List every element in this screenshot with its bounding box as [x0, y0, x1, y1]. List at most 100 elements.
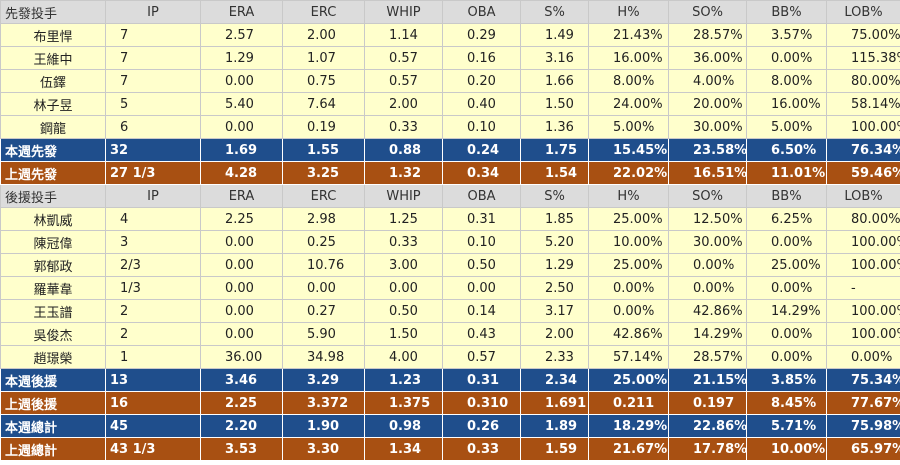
cell-ip: 13 [105, 368, 201, 392]
cell-h-pct: 25.00% [588, 207, 669, 231]
cell-erc: 3.25 [282, 161, 365, 185]
cell-era: 0.00 [200, 115, 283, 139]
cell-s-pct: 2.00 [520, 322, 589, 346]
relievers-header-row: 後援投手 IP ERA ERC WHIP OBA S% H% SO% BB% LOB% [0, 184, 900, 208]
cell-erc: 5.90 [282, 322, 365, 346]
cell-s-pct: 1.36 [520, 115, 589, 139]
cell-oba: 0.310 [442, 391, 521, 415]
relievers-this-week-row: 本週後援 13 3.46 3.29 1.23 0.31 2.34 25.00% 21.15% 3.… [0, 368, 900, 392]
cell-erc: 1.90 [282, 414, 365, 438]
cell-erc: 0.19 [282, 115, 365, 139]
cell-erc: 10.76 [282, 253, 365, 277]
cell-bb-pct: 6.50% [746, 138, 827, 162]
cell-name: 布里悍 [0, 23, 106, 47]
cell-whip: 0.98 [364, 414, 443, 438]
cell-ip: 7 [105, 69, 201, 93]
totals-this-week-row: 本週總計 45 2.20 1.90 0.98 0.26 1.89 18.29% 22.86% 5.… [0, 414, 900, 438]
column-header-bb-pct: BB% [746, 0, 827, 24]
cell-name: 上週後援 [0, 391, 106, 415]
cell-oba: 0.00 [442, 276, 521, 300]
cell-erc: 7.64 [282, 92, 365, 116]
column-header-s-pct: S% [520, 0, 589, 24]
cell-bb-pct: 14.29% [746, 299, 827, 323]
column-header-name: 先發投手 [0, 0, 106, 24]
table-row: 羅華韋 1/3 0.00 0.00 0.00 0.00 2.50 0.00% 0.00% 0.00… [0, 276, 900, 300]
cell-so-pct: 20.00% [668, 92, 747, 116]
cell-so-pct: 36.00% [668, 46, 747, 70]
table-row: 郭郁政 2/3 0.00 10.76 3.00 0.50 1.29 25.00% 0.00% 25… [0, 253, 900, 277]
cell-ip: 1/3 [105, 276, 201, 300]
cell-whip: 1.50 [364, 322, 443, 346]
cell-h-pct: 5.00% [588, 115, 669, 139]
cell-bb-pct: 0.00% [746, 230, 827, 254]
cell-name: 林子昱 [0, 92, 106, 116]
cell-so-pct: 21.15% [668, 368, 747, 392]
cell-s-pct: 1.59 [520, 437, 589, 461]
cell-erc: 1.55 [282, 138, 365, 162]
cell-erc: 0.25 [282, 230, 365, 254]
cell-ip: 16 [105, 391, 201, 415]
cell-bb-pct: 0.00% [746, 322, 827, 346]
cell-era: 0.00 [200, 322, 283, 346]
starters-last-week-row: 上週先發 27 1/3 4.28 3.25 1.32 0.34 1.54 22.02% 16.5… [0, 161, 900, 185]
cell-oba: 0.34 [442, 161, 521, 185]
cell-lob-pct: 75.98% [826, 414, 900, 438]
cell-whip: 0.88 [364, 138, 443, 162]
cell-s-pct: 5.20 [520, 230, 589, 254]
cell-oba: 0.43 [442, 322, 521, 346]
cell-h-pct: 10.00% [588, 230, 669, 254]
cell-name: 趙璟榮 [0, 345, 106, 369]
cell-era: 0.00 [200, 230, 283, 254]
cell-ip: 5 [105, 92, 201, 116]
column-header-so-pct: SO% [668, 184, 747, 208]
cell-name: 羅華韋 [0, 276, 106, 300]
cell-lob-pct: 75.34% [826, 368, 900, 392]
cell-era: 0.00 [200, 253, 283, 277]
cell-oba: 0.29 [442, 23, 521, 47]
cell-bb-pct: 16.00% [746, 92, 827, 116]
cell-era: 2.25 [200, 207, 283, 231]
column-header-lob-pct: LOB% [826, 184, 900, 208]
cell-so-pct: 14.29% [668, 322, 747, 346]
cell-whip: 4.00 [364, 345, 443, 369]
cell-lob-pct: 100.00% [826, 115, 900, 139]
cell-era: 2.57 [200, 23, 283, 47]
cell-bb-pct: 0.00% [746, 276, 827, 300]
column-header-s-pct: S% [520, 184, 589, 208]
cell-era: 1.69 [200, 138, 283, 162]
cell-erc: 3.372 [282, 391, 365, 415]
cell-so-pct: 23.58% [668, 138, 747, 162]
cell-bb-pct: 5.00% [746, 115, 827, 139]
cell-so-pct: 30.00% [668, 230, 747, 254]
cell-h-pct: 0.211 [588, 391, 669, 415]
cell-ip: 7 [105, 46, 201, 70]
cell-ip: 32 [105, 138, 201, 162]
cell-so-pct: 16.51% [668, 161, 747, 185]
cell-s-pct: 1.29 [520, 253, 589, 277]
column-header-erc: ERC [282, 184, 365, 208]
cell-so-pct: 22.86% [668, 414, 747, 438]
cell-era: 0.00 [200, 69, 283, 93]
relievers-last-week-row: 上週後援 16 2.25 3.372 1.375 0.310 1.691 0.211 0.197… [0, 391, 900, 415]
starters-this-week-row: 本週先發 32 1.69 1.55 0.88 0.24 1.75 15.45% 23.58% 6.… [0, 138, 900, 162]
cell-oba: 0.57 [442, 345, 521, 369]
cell-so-pct: 0.197 [668, 391, 747, 415]
cell-era: 0.00 [200, 299, 283, 323]
cell-ip: 2 [105, 299, 201, 323]
cell-s-pct: 2.34 [520, 368, 589, 392]
cell-so-pct: 0.00% [668, 253, 747, 277]
cell-lob-pct: 0.00% [826, 345, 900, 369]
cell-bb-pct: 3.57% [746, 23, 827, 47]
cell-s-pct: 3.17 [520, 299, 589, 323]
cell-h-pct: 57.14% [588, 345, 669, 369]
cell-lob-pct: 65.97% [826, 437, 900, 461]
cell-name: 吳俊杰 [0, 322, 106, 346]
cell-oba: 0.10 [442, 115, 521, 139]
cell-lob-pct: 80.00% [826, 207, 900, 231]
cell-lob-pct: - [826, 276, 900, 300]
cell-whip: 0.33 [364, 230, 443, 254]
cell-bb-pct: 3.85% [746, 368, 827, 392]
cell-erc: 34.98 [282, 345, 365, 369]
cell-oba: 0.20 [442, 69, 521, 93]
